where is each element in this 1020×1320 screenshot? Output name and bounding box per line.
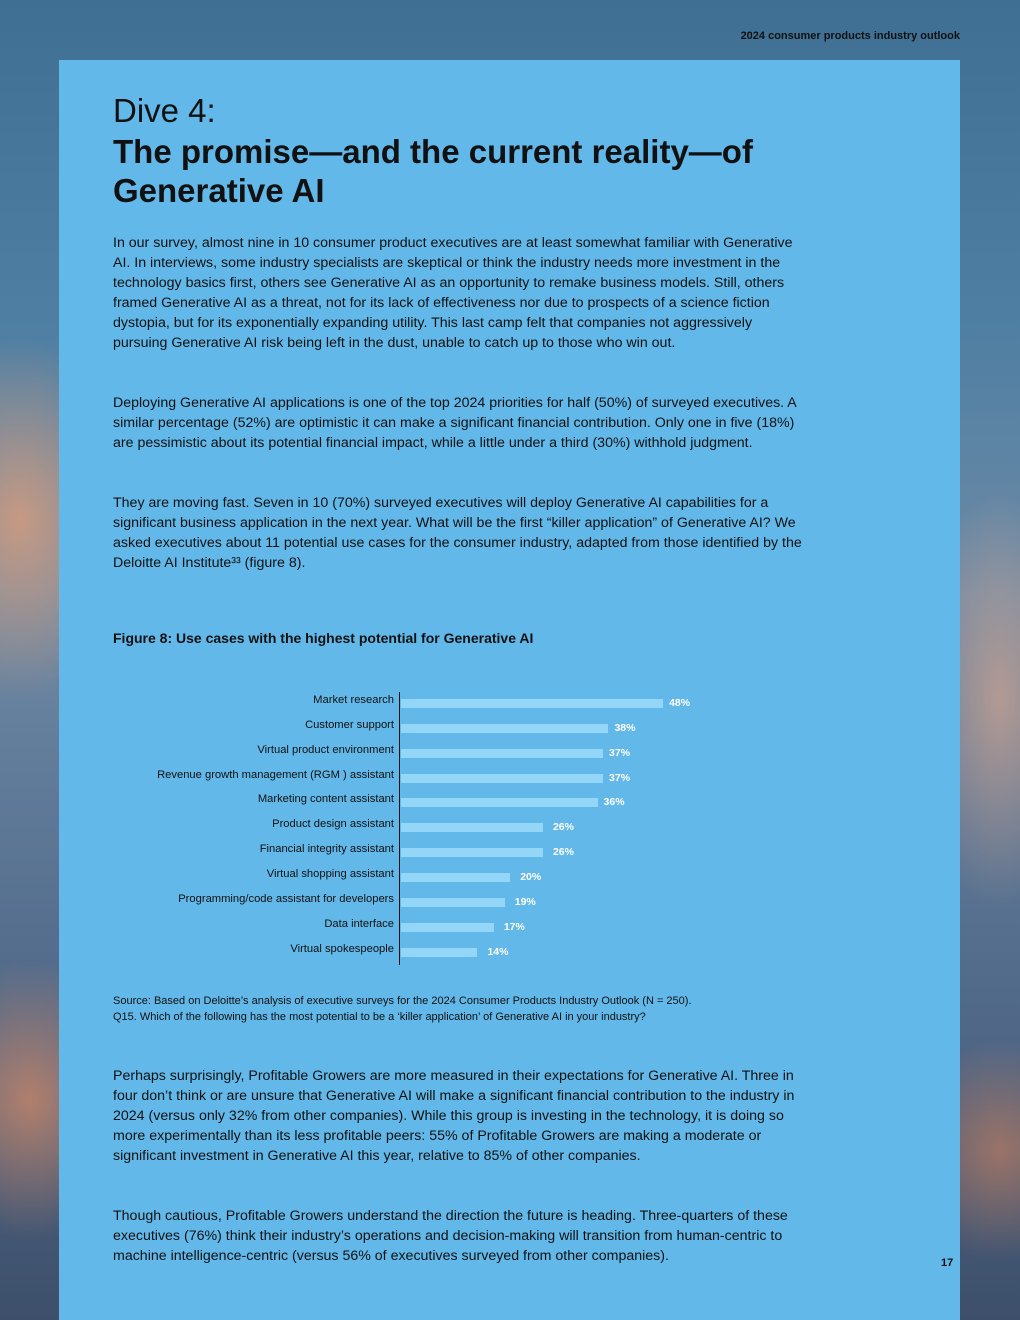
bar [401,699,664,708]
bar [401,798,598,808]
value-label: 14% [487,945,509,958]
category-label: Customer support [305,718,394,731]
bar [401,897,505,907]
category-label: Market research [313,694,394,706]
bar [401,848,543,858]
category-label: Revenue growth management (RGM ) assista… [157,768,394,781]
question-line: Q15. Which of the following has the most… [113,1011,646,1023]
category-label: Programming/code assistant for developer… [178,892,394,905]
source-line: Source: Based on Deloitte’s analysis of … [113,995,692,1007]
paragraph: Deploying Generative AI applications is … [113,395,796,451]
page-title: The promise—and the current reality—of G… [113,133,753,209]
bar [401,872,511,882]
page-number: 17 [941,1257,954,1269]
category-label: Virtual shopping assistant [266,867,394,880]
bar [401,723,609,733]
value-label: 19% [514,895,536,908]
bar [401,773,604,783]
value-label: 38% [614,721,636,734]
value-label: 36% [603,796,625,809]
paragraph: Though cautious, Profitable Growers unde… [113,1208,788,1264]
category-label: Product design assistant [272,818,394,831]
figure-title: Figure 8: Use cases with the highest pot… [113,630,534,646]
value-label: 20% [520,870,542,883]
content-panel: Dive 4: The promise—and the current real… [59,60,960,1320]
category-label: Virtual product environment [257,743,394,756]
bar [401,947,478,957]
chart-axis-line [399,692,400,965]
category-label: Marketing content assistant [257,793,394,806]
section-kicker: Dive 4: [113,92,216,129]
value-label: 37% [609,746,631,759]
value-label: 26% [552,846,574,859]
value-label: 37% [609,771,631,784]
value-label: 17% [503,920,525,933]
paragraph: In our survey, almost nine in 10 consume… [113,235,793,351]
bar [401,748,604,758]
paragraph: They are moving fast. Seven in 10 (70%) … [113,495,802,571]
category-label: Financial integrity assistant [259,843,394,856]
paragraph: Perhaps surprisingly, Profitable Growers… [113,1068,795,1164]
value-label: 48% [669,697,691,709]
value-label: 26% [552,821,574,834]
bar [401,922,494,932]
category-label: Virtual spokespeople [290,942,394,955]
figure-source: Source: Based on Deloitte’s analysis of … [113,993,833,1025]
category-label: Data interface [324,917,394,930]
bar [401,823,543,833]
publication-header: 2024 consumer products industry outlook [740,30,960,42]
bar-chart: Market research 48% Customer support 38% Vir… [59,690,960,970]
